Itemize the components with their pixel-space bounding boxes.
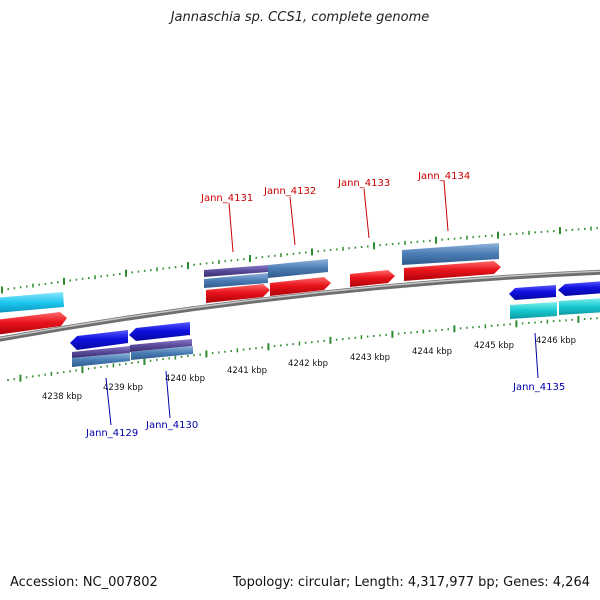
reverse-gene-labels: Jann_4129 Jann_4130 Jann_4135 (85, 332, 565, 439)
scale-label: 4245 kbp (474, 341, 514, 351)
scale-label: 4244 kbp (412, 347, 452, 357)
cds-block[interactable] (402, 243, 499, 265)
gene-label[interactable]: Jann_4130 (145, 420, 198, 431)
gene-arrow[interactable] (129, 322, 190, 341)
scale-ticks-forward (1, 226, 598, 294)
gene-label[interactable]: Jann_4134 (417, 171, 470, 182)
gene-label[interactable]: Jann_4129 (85, 428, 138, 439)
cds-block[interactable] (268, 259, 328, 278)
accession-text: Accession: NC_007802 (10, 575, 158, 590)
reverse-features (70, 281, 600, 367)
genome-backbone (0, 269, 600, 342)
cds-block[interactable] (559, 298, 600, 315)
cds-block[interactable] (72, 353, 130, 367)
forward-gene-labels: Jann_4131 Jann_4132 Jann_4133 Jann_4134 (200, 171, 470, 253)
gene-arrow[interactable] (404, 261, 501, 281)
scale-label: 4238 kbp (42, 392, 82, 402)
scale-label: 4240 kbp (165, 374, 205, 384)
pseudo-band (130, 339, 192, 352)
cds-block[interactable] (131, 346, 193, 360)
scale-label: 4246 kbp (536, 336, 576, 346)
pseudo-band (72, 346, 130, 358)
gene-label[interactable]: Jann_4135 (512, 382, 565, 393)
gene-arrow[interactable] (270, 277, 331, 296)
gene-label[interactable]: Jann_4131 (200, 193, 253, 204)
gene-arrow[interactable] (509, 285, 556, 300)
cds-block[interactable] (0, 292, 64, 313)
forward-features (0, 243, 501, 335)
gene-arrow[interactable] (206, 284, 270, 303)
pseudo-band (204, 265, 268, 277)
scale-labels: 4238 kbp 4239 kbp 4240 kbp 4241 kbp 4242… (42, 336, 576, 402)
gene-arrow[interactable] (558, 281, 600, 296)
scale-label: 4239 kbp (103, 383, 143, 393)
scale-label: 4242 kbp (288, 359, 328, 369)
genome-info-text: Topology: circular; Length: 4,317,977 bp… (232, 575, 590, 590)
cds-block[interactable] (204, 273, 268, 288)
gene-arrow[interactable] (350, 270, 395, 287)
cds-block[interactable] (510, 302, 557, 319)
genome-title: Jannaschia sp. CCS1, complete genome (170, 10, 430, 25)
gene-label[interactable]: Jann_4133 (337, 178, 390, 189)
scale-label: 4243 kbp (350, 353, 390, 363)
scale-ticks-reverse (7, 315, 598, 382)
gene-arrow[interactable] (0, 312, 67, 335)
gene-arrow[interactable] (70, 330, 128, 350)
scale-label: 4241 kbp (227, 366, 267, 376)
gene-label[interactable]: Jann_4132 (263, 186, 316, 197)
